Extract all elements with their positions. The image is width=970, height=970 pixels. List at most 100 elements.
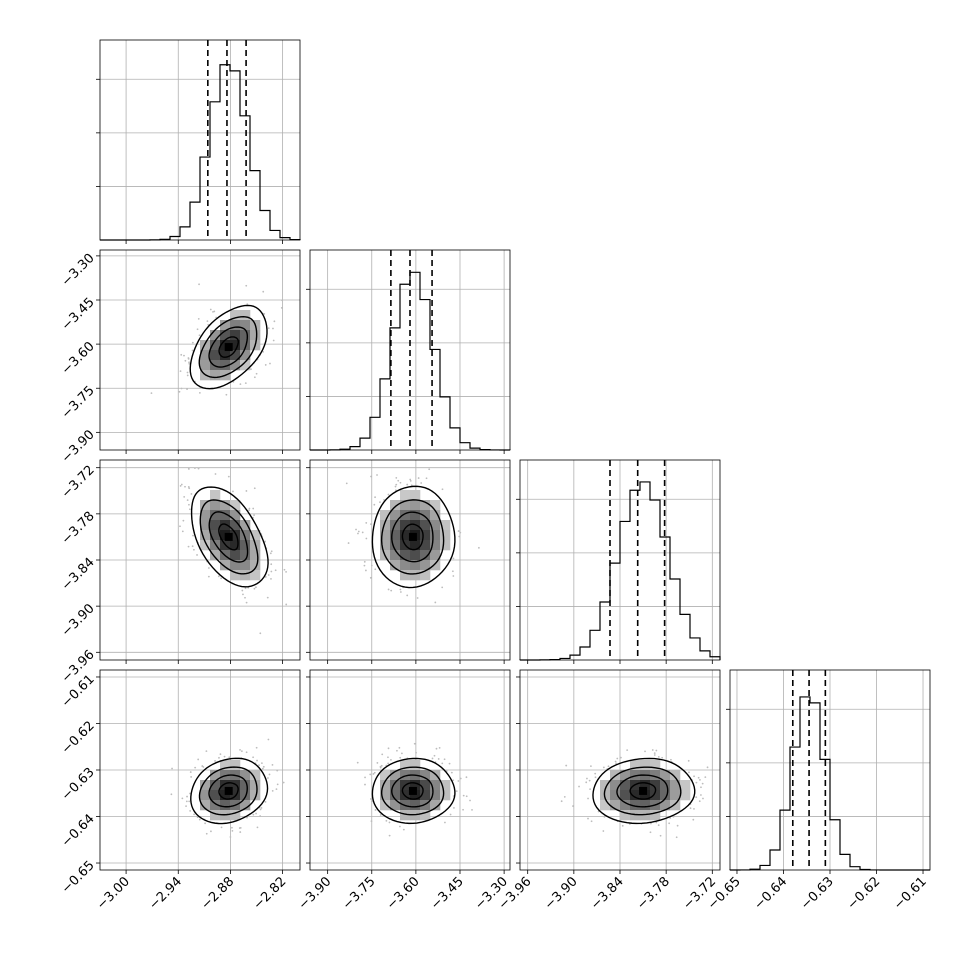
density-cell [230, 310, 241, 321]
sample-point [692, 818, 695, 821]
sample-point [651, 749, 654, 751]
sample-point [396, 749, 398, 752]
sample-point [275, 788, 278, 791]
sample-point [188, 362, 191, 365]
density-cell [210, 540, 221, 551]
density-cell [630, 790, 641, 801]
density-cell [240, 350, 251, 361]
sample-point [186, 795, 188, 798]
sample-point [181, 797, 184, 800]
panel-frame [309, 249, 511, 451]
density-cell [230, 340, 241, 351]
contour-level-1 [208, 774, 248, 808]
sample-point [179, 485, 182, 487]
sample-point [189, 771, 192, 773]
sample-point [262, 290, 265, 293]
sample-point [457, 780, 460, 782]
sample-point [693, 807, 695, 810]
sample-point [220, 826, 223, 829]
sample-point [364, 776, 366, 779]
sample-point [369, 773, 372, 776]
density-cell [380, 790, 391, 801]
sample-point [180, 353, 183, 356]
density-cell [400, 560, 411, 571]
sample-point [657, 755, 660, 758]
density-cell [250, 780, 261, 791]
sample-point [668, 822, 671, 825]
sample-point [187, 357, 190, 360]
sample-point [387, 762, 390, 765]
sample-point [264, 576, 267, 578]
sample-point [697, 776, 700, 779]
sample-point [695, 781, 698, 784]
density-cell [390, 780, 401, 791]
sample-point [280, 307, 283, 309]
density-cell [430, 780, 441, 791]
sample-point [244, 587, 247, 590]
sample-point [406, 483, 409, 486]
contour-level-3 [371, 757, 456, 825]
density-cell [230, 560, 241, 571]
sample-point [655, 821, 658, 824]
sample-point [626, 749, 629, 751]
sample-point [620, 756, 622, 759]
sample-point [192, 534, 194, 537]
sample-point [188, 361, 190, 364]
density-cell [210, 550, 221, 561]
contour-level-0 [218, 523, 239, 551]
sample-point [259, 815, 262, 817]
sample-point [379, 814, 382, 816]
sample-point [185, 800, 188, 803]
density-cell [430, 560, 441, 571]
density-cell [670, 770, 681, 781]
x-tick-label: −3.00 [94, 874, 133, 913]
sample-point [399, 481, 402, 484]
sample-point [653, 754, 656, 756]
y-tick-label: −3.72 [59, 463, 98, 502]
density-cell [200, 340, 211, 351]
density-cell [640, 800, 651, 811]
x-tick-label: −2.94 [146, 874, 185, 913]
sample-point [245, 751, 248, 754]
density-cell [410, 780, 421, 791]
sample-point [181, 530, 184, 533]
density-cell [230, 520, 241, 531]
panel-3-1 [306, 669, 511, 874]
sample-point [589, 788, 591, 791]
sample-point [462, 794, 465, 797]
sample-point [465, 795, 468, 798]
sample-point [409, 480, 412, 482]
sample-point [417, 477, 420, 479]
sample-point [244, 382, 247, 385]
density-cell [420, 500, 431, 511]
contour-level-1 [616, 774, 669, 808]
sample-point [285, 603, 288, 606]
sample-point [370, 523, 372, 526]
sample-point [410, 484, 413, 487]
sample-point [370, 475, 372, 478]
density-cell [640, 790, 651, 801]
density-cell [390, 530, 401, 541]
sample-point [242, 593, 244, 596]
sample-point [205, 750, 208, 753]
contour-level-2 [380, 766, 445, 816]
sample-point [227, 475, 230, 478]
density-cell [620, 780, 631, 791]
density-cell [600, 780, 611, 791]
density-cell [250, 550, 261, 561]
sample-point [196, 816, 199, 819]
sample-point [441, 762, 444, 765]
sample-point [283, 568, 286, 571]
sample-point [602, 766, 605, 769]
density-cell [400, 760, 411, 771]
density-cell [230, 780, 241, 791]
sample-point [244, 596, 246, 599]
sample-point [563, 796, 566, 798]
density-cell [230, 320, 241, 331]
sample-point [587, 817, 589, 820]
density-cell [210, 370, 221, 381]
density-cell [420, 790, 431, 801]
sample-point [364, 783, 366, 786]
sample-point [196, 328, 199, 331]
sample-point [434, 601, 437, 604]
